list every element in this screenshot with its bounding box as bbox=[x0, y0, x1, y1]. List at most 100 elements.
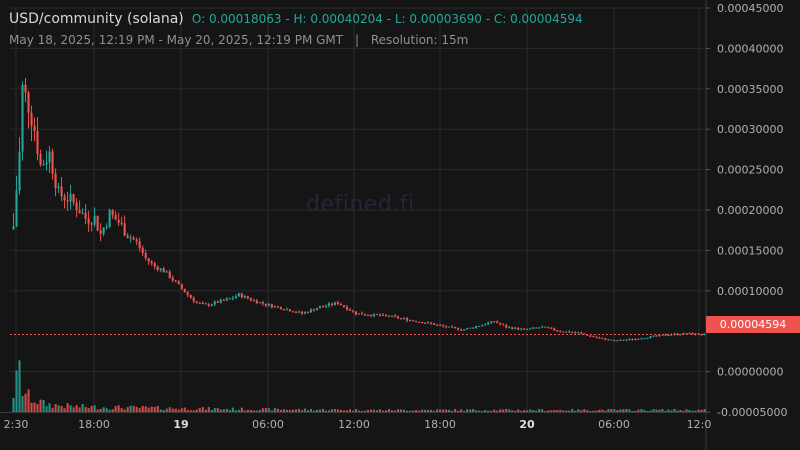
candle-body bbox=[54, 173, 57, 189]
volume-bar bbox=[703, 409, 706, 412]
volume-bar bbox=[222, 409, 225, 412]
volume-bar bbox=[258, 409, 261, 412]
volume-bar bbox=[439, 409, 442, 412]
x-tick-label: 12:00 bbox=[338, 418, 370, 431]
volume-bar bbox=[180, 408, 183, 412]
candle-body bbox=[490, 321, 493, 323]
candle-body bbox=[604, 338, 607, 340]
volume-bar bbox=[550, 410, 553, 412]
volume-bar bbox=[129, 405, 132, 412]
candle-body bbox=[412, 320, 415, 322]
last-price-tag: 0.00004594 bbox=[706, 316, 800, 333]
candle-body bbox=[15, 190, 18, 227]
candle-body bbox=[466, 328, 469, 330]
watermark-logo: defined.fi bbox=[306, 192, 415, 217]
candle-body bbox=[688, 333, 691, 335]
volume-bar bbox=[324, 410, 328, 412]
pair-symbol: USD/community (solana) bbox=[9, 11, 184, 27]
candle-body bbox=[397, 316, 400, 319]
candle-body bbox=[12, 226, 15, 230]
candle-body bbox=[246, 296, 249, 299]
volume-bar bbox=[694, 410, 697, 412]
volume-bar bbox=[409, 410, 412, 412]
candle-body bbox=[445, 326, 448, 328]
volume-bar bbox=[682, 410, 685, 412]
candle-body bbox=[700, 334, 703, 336]
volume-bar bbox=[150, 406, 153, 412]
candle-body bbox=[222, 299, 225, 301]
candle-body bbox=[147, 258, 150, 262]
volume-bar bbox=[481, 411, 484, 413]
candle-body bbox=[270, 304, 273, 308]
x-tick-label: 18:00 bbox=[78, 418, 110, 431]
volume-bar bbox=[333, 409, 337, 412]
candle-body bbox=[312, 309, 315, 311]
candle-body bbox=[577, 332, 580, 334]
volume-bar bbox=[520, 410, 523, 412]
volume-bar bbox=[111, 409, 114, 412]
candle-body bbox=[475, 326, 478, 328]
candle-body bbox=[36, 130, 39, 155]
volume-bar bbox=[430, 409, 433, 412]
candle-body bbox=[120, 222, 123, 224]
volume-bar bbox=[366, 409, 370, 412]
candle-body bbox=[511, 327, 514, 329]
volume-bar bbox=[469, 409, 472, 412]
volume-bar bbox=[141, 405, 144, 412]
candle-body bbox=[514, 327, 517, 329]
volume-bar bbox=[577, 409, 580, 412]
candle-body bbox=[691, 333, 694, 335]
volume-bar bbox=[63, 408, 66, 412]
candle-body bbox=[676, 333, 679, 335]
volume-bar bbox=[634, 410, 637, 412]
volume-bar bbox=[616, 410, 619, 412]
candle-body bbox=[228, 298, 231, 300]
candle-body bbox=[378, 314, 382, 316]
volume-bar bbox=[276, 408, 279, 412]
volume-bar bbox=[499, 409, 502, 412]
volume-bar bbox=[195, 409, 198, 412]
candle-body bbox=[574, 332, 577, 334]
volume-bar bbox=[303, 408, 306, 412]
candle-body bbox=[406, 318, 409, 321]
volume-bar bbox=[189, 410, 192, 412]
candle-body bbox=[18, 151, 21, 191]
candle-body bbox=[156, 266, 159, 270]
volume-bar bbox=[547, 410, 550, 412]
candle-body bbox=[439, 324, 442, 326]
volume-bar bbox=[442, 409, 445, 412]
candle-body bbox=[114, 215, 117, 220]
candle-body bbox=[375, 313, 379, 315]
candle-body bbox=[610, 339, 613, 341]
volume-bar bbox=[514, 410, 517, 412]
candle-body bbox=[381, 314, 385, 316]
volume-bar bbox=[415, 409, 418, 412]
volume-bar bbox=[412, 410, 415, 412]
candle-body bbox=[390, 315, 394, 317]
volume-bar bbox=[57, 405, 60, 412]
volume-bar bbox=[36, 404, 39, 412]
candle-body bbox=[327, 303, 331, 306]
volume-bar bbox=[321, 408, 324, 412]
candle-body bbox=[541, 326, 544, 328]
volume-bar bbox=[156, 405, 159, 412]
volume-bar bbox=[679, 409, 682, 412]
volume-bar bbox=[565, 410, 568, 412]
volume-bar bbox=[288, 409, 291, 412]
candle-body bbox=[484, 324, 487, 326]
volume-bar bbox=[72, 407, 75, 412]
candle-body bbox=[372, 313, 376, 316]
candle-body bbox=[403, 318, 406, 320]
candle-body bbox=[69, 194, 72, 202]
volume-bar bbox=[171, 408, 174, 412]
volume-bar bbox=[228, 410, 231, 412]
candle-body bbox=[634, 338, 637, 340]
candle-body bbox=[616, 340, 619, 342]
candle-body bbox=[562, 331, 565, 333]
volume-bar bbox=[610, 409, 613, 412]
volume-bar bbox=[279, 409, 282, 412]
candle-body bbox=[135, 239, 138, 242]
volume-bar bbox=[631, 410, 634, 412]
volume-bar bbox=[622, 409, 625, 412]
